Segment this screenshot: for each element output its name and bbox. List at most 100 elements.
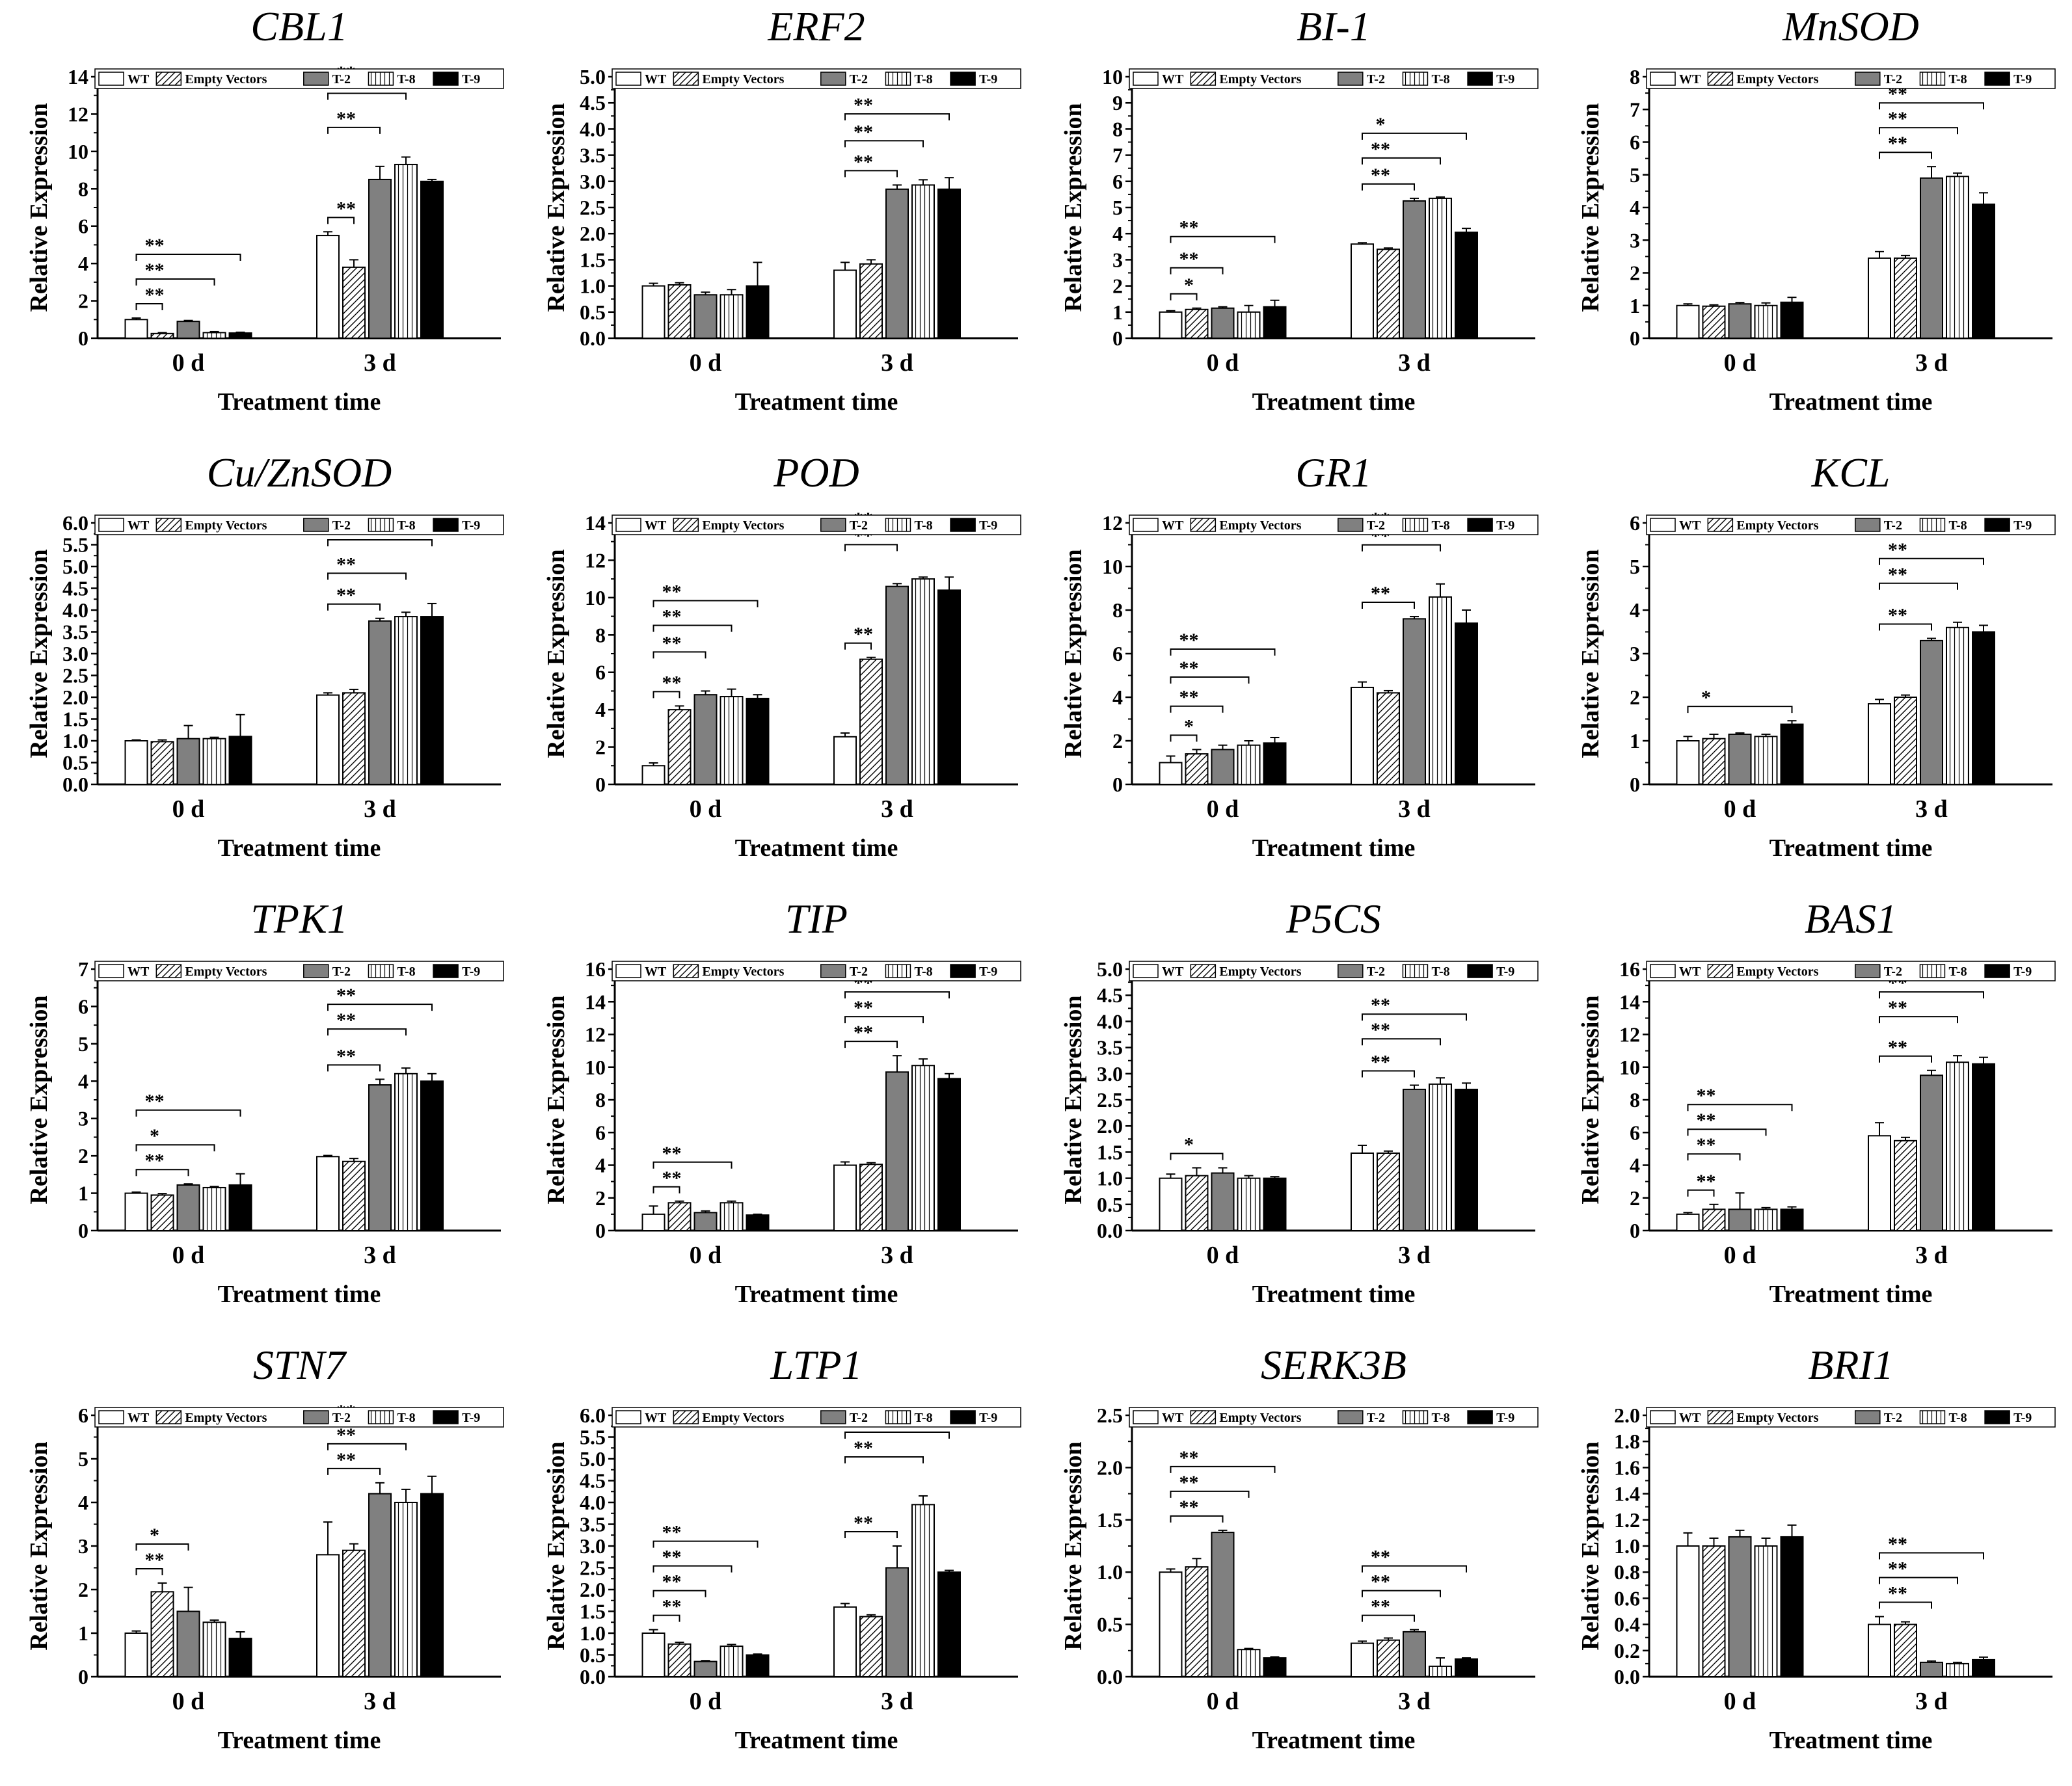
significance-bracket	[1362, 1590, 1441, 1597]
bar-t-9-0-d	[1263, 742, 1287, 786]
y-tick-label: 0.5	[580, 300, 606, 324]
bar-t-9-3-d	[937, 589, 961, 785]
y-tick-label: 1	[1630, 729, 1640, 753]
legend-swatch-t-2	[820, 1410, 846, 1424]
category-label: 0 d	[172, 1688, 205, 1715]
y-tick-label: 1.0	[62, 729, 88, 753]
bar-wt-3-d	[1868, 1135, 1891, 1231]
y-tick-label: 1.5	[1097, 1508, 1123, 1532]
y-tick-label: 10	[1102, 555, 1123, 578]
bar-empty-vectors-0-d	[150, 741, 174, 785]
legend-swatch-t-2	[1855, 964, 1881, 978]
legend-swatch-t-9	[1984, 518, 2010, 532]
significance-bracket	[327, 126, 381, 134]
bar-wt-0-d	[1159, 762, 1183, 785]
chart-svg: BAS1 Relative Expression Treatment time 0 2 4…	[1577, 896, 2056, 1308]
y-tick-label: 2.5	[1097, 1088, 1123, 1112]
bar-t-2-3-d	[885, 188, 909, 339]
legend-label-t-2: T-2	[1884, 518, 1902, 533]
y-tick-label: 1.2	[1614, 1508, 1640, 1532]
chart-panel-bi-1: BI-1 Relative Expression Treatment time 0 1 2…	[1034, 0, 1548, 446]
bar-t-2-0-d	[1728, 1536, 1752, 1677]
category-label: 3 d	[1398, 795, 1431, 823]
legend-swatch-wt	[1133, 1410, 1159, 1424]
y-tick-label: 0	[78, 1219, 88, 1242]
y-tick-label: 3.5	[580, 144, 606, 167]
bar-wt-0-d	[641, 1213, 666, 1231]
y-tick-label: 0.2	[1614, 1639, 1640, 1662]
bar-t-8-0-d	[720, 294, 744, 340]
significance-label: **	[854, 1512, 873, 1534]
significance-bracket	[1170, 235, 1276, 243]
bar-t-2-0-d	[1211, 1172, 1235, 1231]
legend-label-empty-vectors: Empty Vectors	[702, 965, 784, 979]
chart-panel-kcl: KCL Relative Expression Treatment time 0 1 2 3…	[1552, 446, 2065, 892]
legend-swatch-empty-vectors	[155, 518, 182, 532]
bar-empty-vectors-3-d	[859, 263, 883, 339]
legend-label-t-2: T-2	[332, 1411, 351, 1425]
legend-label-t-8: T-8	[1431, 72, 1449, 87]
legend-swatch-t-8	[1402, 518, 1429, 532]
y-tick-label: 2.0	[580, 1578, 606, 1601]
legend-swatch-t-9	[433, 72, 459, 86]
legend-swatch-empty-vectors	[155, 1410, 182, 1424]
significance-bracket	[844, 1456, 924, 1463]
significance-label: *	[1184, 1134, 1194, 1156]
x-axis-title: Treatment time	[1769, 388, 1933, 416]
y-tick-label: 0	[595, 773, 606, 796]
legend: WT Empty Vectors T-2 T-8 T-9	[1646, 1407, 2056, 1428]
y-tick-label: 8	[1112, 117, 1123, 140]
y-tick-label: 4.5	[1097, 983, 1123, 1007]
legend-swatch-wt	[98, 1410, 124, 1424]
legend-label-wt: WT	[1162, 518, 1184, 533]
legend-swatch-t-2	[1338, 964, 1364, 978]
legend-label-wt: WT	[128, 1411, 150, 1425]
x-axis-title: Treatment time	[218, 1727, 381, 1754]
bar-empty-vectors-3-d	[1894, 697, 1917, 785]
bar-t-8-0-d	[1754, 304, 1778, 339]
legend-label-t-2: T-2	[1367, 965, 1385, 979]
legend: WT Empty Vectors T-2 T-8 T-9	[1646, 961, 2056, 981]
significance-label: **	[1371, 1596, 1390, 1618]
bar-wt-3-d	[316, 235, 340, 340]
chart-svg: P5CS Relative Expression Treatment time 0.0…	[1060, 896, 1539, 1308]
y-axis-title: Relative Expression	[1060, 1441, 1087, 1650]
legend-label-t-2: T-2	[332, 518, 351, 533]
y-tick-label: 2.0	[1097, 1456, 1123, 1479]
bar-t-9-3-d	[937, 1571, 961, 1678]
legend-label-wt: WT	[645, 518, 667, 533]
legend-swatch-wt	[615, 518, 641, 532]
chart-panel-bas1: BAS1 Relative Expression Treatment time 0 2 4…	[1552, 892, 2065, 1339]
legend-label-empty-vectors: Empty Vectors	[1736, 965, 1818, 979]
significance-label: **	[1888, 605, 1907, 626]
y-tick-label: 4.5	[62, 577, 88, 600]
y-tick-label: 0.0	[1097, 1665, 1123, 1688]
significance-label: **	[336, 553, 356, 575]
y-tick-label: 8	[595, 1088, 606, 1112]
significance-bracket	[135, 1144, 215, 1152]
chart-svg: BI-1 Relative Expression Treatment time 0 12…	[1060, 3, 1539, 416]
chart-title: TPK1	[250, 896, 347, 942]
bar-empty-vectors-3-d	[342, 692, 366, 785]
y-tick-label: 3	[1630, 642, 1640, 665]
significance-bracket	[653, 691, 680, 699]
chart-title: MnSOD	[1782, 3, 1919, 49]
chart-svg: POD Relative Expression Treatment time 0 2 4 6…	[543, 449, 1021, 862]
bar-t-9-3-d	[420, 616, 444, 785]
y-tick-label: 4	[595, 1154, 606, 1177]
y-tick-label: 8	[1630, 1088, 1640, 1112]
significance-label: **	[854, 624, 873, 645]
y-tick-label: 14	[585, 990, 606, 1013]
category-label: 3 d	[1915, 349, 1948, 377]
y-tick-label: 2	[1112, 274, 1123, 298]
y-tick-label: 8	[595, 623, 606, 646]
legend-swatch-empty-vectors	[155, 72, 182, 86]
bar-t-2-3-d	[885, 1071, 909, 1231]
legend-swatch-t-8	[1402, 1410, 1429, 1424]
x-axis-title: Treatment time	[1252, 834, 1416, 862]
y-tick-label: 3.0	[580, 170, 606, 193]
bar-empty-vectors-0-d	[667, 284, 692, 340]
bar-t-8-3-d	[911, 578, 935, 785]
bar-t-9-3-d	[1455, 1088, 1478, 1232]
x-axis-title: Treatment time	[218, 388, 381, 416]
